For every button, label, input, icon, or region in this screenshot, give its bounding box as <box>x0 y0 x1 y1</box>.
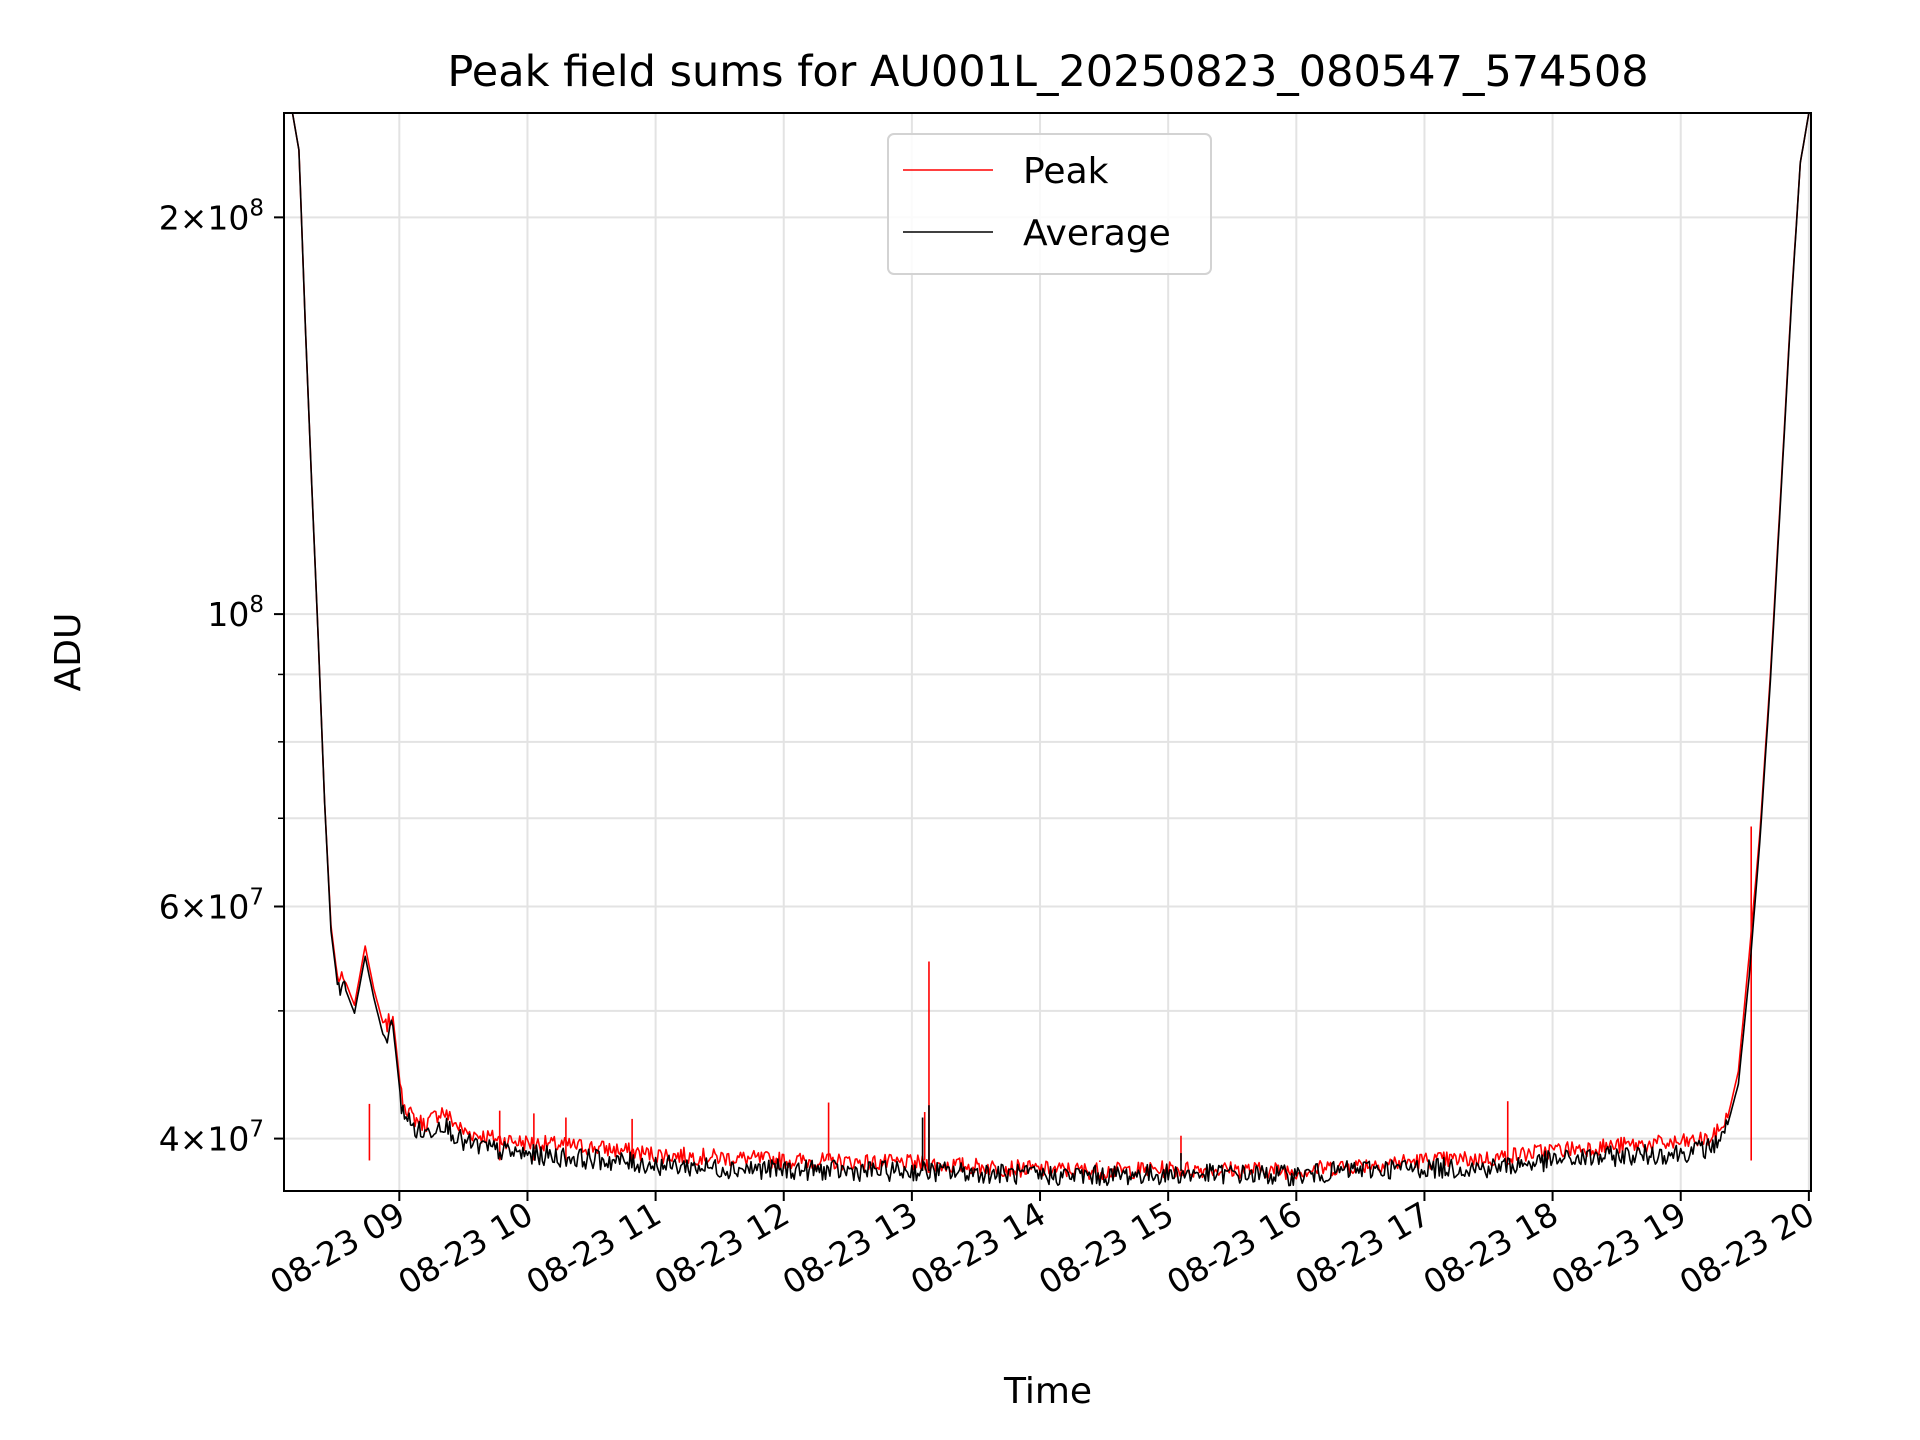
y-tick-label: 6×107 <box>159 885 264 927</box>
legend-label-peak: Peak <box>1023 151 1109 192</box>
y-axis-label: ADU <box>48 613 89 692</box>
chart-title: Peak field sums for AU001L_20250823_0805… <box>447 47 1648 97</box>
x-axis-label: Time <box>1003 1371 1092 1412</box>
legend-box <box>887 133 1212 275</box>
y-tick-label: 2×108 <box>159 195 264 237</box>
plot-area <box>291 113 1810 1187</box>
y-tick-label: 4×107 <box>159 1117 264 1159</box>
plot-frame <box>283 112 1812 1192</box>
series-line-average <box>291 113 1810 1187</box>
series-group <box>291 113 1810 1187</box>
grid-lines <box>284 113 1811 1191</box>
legend: Peak Average <box>887 133 1212 275</box>
legend-label-average: Average <box>1023 213 1171 254</box>
